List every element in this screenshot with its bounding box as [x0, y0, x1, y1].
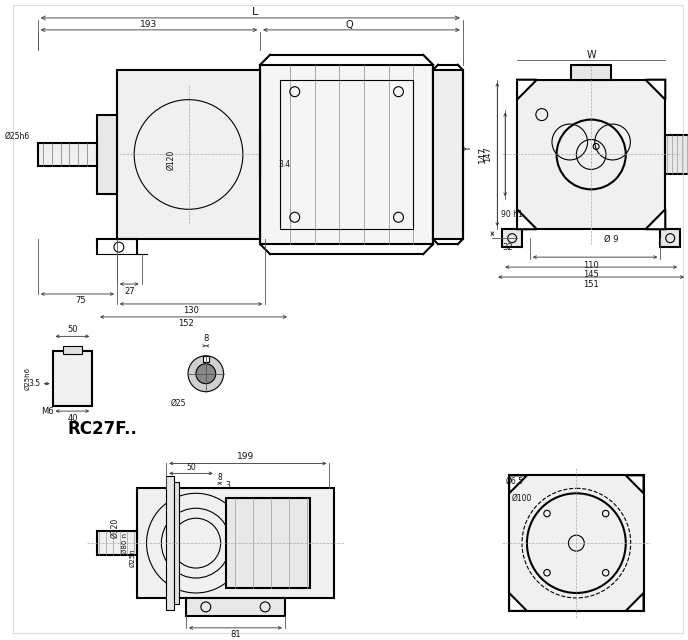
Bar — [280, 80, 413, 229]
Polygon shape — [645, 80, 665, 100]
Polygon shape — [626, 593, 643, 611]
Circle shape — [196, 364, 216, 384]
Text: Ø100: Ø100 — [512, 494, 533, 503]
Bar — [665, 134, 688, 175]
Bar — [63, 346, 83, 355]
Text: 3: 3 — [225, 481, 230, 490]
Text: 199: 199 — [237, 452, 254, 461]
Text: Ø120: Ø120 — [110, 518, 120, 538]
Text: Ø25h6: Ø25h6 — [25, 367, 31, 390]
Polygon shape — [509, 476, 527, 493]
Text: 50: 50 — [186, 463, 196, 472]
Text: Ø80 n: Ø80 n — [122, 532, 128, 554]
Text: M6: M6 — [41, 406, 54, 415]
Polygon shape — [509, 593, 527, 611]
Text: Ø6.5: Ø6.5 — [506, 477, 524, 486]
Text: L: L — [252, 7, 259, 17]
Bar — [660, 229, 680, 247]
Bar — [509, 476, 643, 611]
Text: 147: 147 — [483, 147, 492, 163]
Polygon shape — [517, 209, 537, 229]
Bar — [97, 115, 117, 195]
Text: Y: Y — [462, 147, 473, 152]
Bar — [260, 65, 433, 244]
Bar — [137, 488, 334, 598]
Bar — [174, 483, 179, 604]
Text: 152: 152 — [178, 319, 194, 328]
Text: Ø120: Ø120 — [166, 149, 175, 170]
Bar — [502, 229, 522, 247]
Text: 75: 75 — [75, 296, 85, 305]
Bar — [517, 80, 665, 229]
Text: RC27F..: RC27F.. — [67, 419, 138, 438]
Text: 130: 130 — [183, 307, 199, 316]
Bar — [433, 70, 463, 239]
Bar — [117, 70, 260, 239]
Polygon shape — [517, 80, 537, 100]
Text: Ø25h6: Ø25h6 — [5, 132, 30, 141]
Text: 27: 27 — [125, 287, 135, 296]
Text: 151: 151 — [583, 280, 599, 289]
Text: 110: 110 — [583, 260, 599, 269]
Text: Ø25n: Ø25n — [130, 548, 136, 568]
Bar — [186, 598, 285, 616]
Text: Ø 9: Ø 9 — [603, 235, 619, 244]
Text: 32: 32 — [502, 243, 513, 252]
Bar — [572, 65, 611, 80]
Text: 8: 8 — [217, 473, 222, 482]
Polygon shape — [626, 476, 643, 493]
Text: 8: 8 — [203, 334, 208, 343]
Text: 81: 81 — [230, 630, 241, 639]
Text: Q: Q — [345, 20, 353, 30]
Text: 40: 40 — [67, 413, 78, 422]
Bar — [166, 476, 174, 610]
Text: 50: 50 — [67, 325, 78, 334]
Text: 145: 145 — [583, 269, 599, 278]
Text: 147: 147 — [478, 146, 487, 163]
Bar — [38, 143, 97, 166]
Text: 3.4: 3.4 — [279, 160, 291, 169]
Text: 3.5: 3.5 — [29, 379, 41, 388]
Bar — [226, 499, 310, 588]
Bar — [97, 531, 137, 555]
Text: Ø25: Ø25 — [171, 399, 186, 408]
Bar — [203, 356, 208, 362]
Text: 193: 193 — [140, 20, 157, 29]
Polygon shape — [645, 209, 665, 229]
Text: W: W — [586, 50, 596, 60]
Bar — [53, 351, 92, 406]
Text: 90 h1: 90 h1 — [502, 210, 523, 219]
Circle shape — [188, 356, 224, 392]
